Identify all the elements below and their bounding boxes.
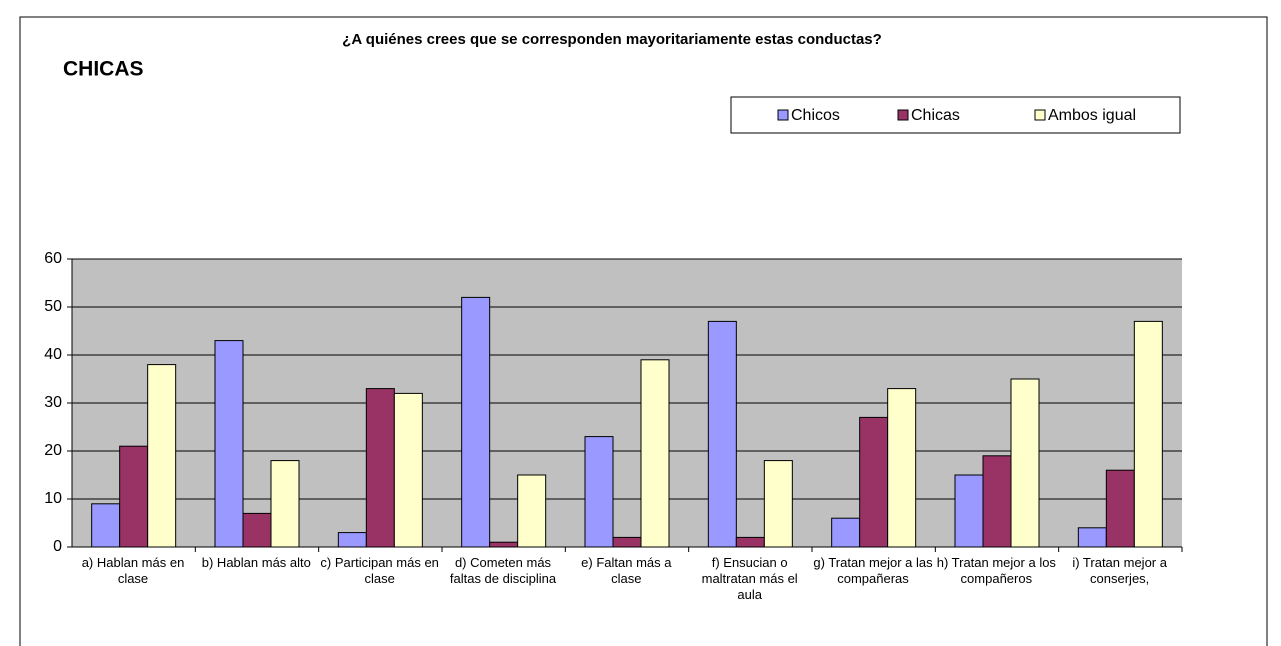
legend-box bbox=[730, 96, 1181, 134]
x-tick-label: i) Tratan mejor a conserjes, bbox=[1072, 555, 1167, 586]
bar bbox=[489, 541, 519, 548]
chart-subtitle: CHICAS bbox=[63, 58, 144, 81]
y-tick-label: 60 bbox=[44, 250, 62, 267]
bar bbox=[91, 503, 121, 548]
bar bbox=[1010, 378, 1040, 548]
bar bbox=[640, 359, 670, 548]
bar bbox=[1077, 527, 1107, 548]
legend-label: Chicos bbox=[791, 107, 840, 124]
x-tick-label: c) Participan más en clase bbox=[320, 555, 439, 586]
x-tick-label: d) Cometen más faltas de disciplina bbox=[449, 555, 557, 586]
y-tick-label: 40 bbox=[44, 346, 62, 363]
y-tick-label: 50 bbox=[44, 298, 62, 315]
legend-swatch bbox=[1034, 109, 1046, 121]
bar bbox=[831, 517, 861, 548]
y-tick-label: 0 bbox=[53, 538, 62, 555]
chart-title: ¿A quiénes crees que se corresponden may… bbox=[342, 31, 882, 48]
bar bbox=[1105, 469, 1135, 548]
legend-swatch bbox=[777, 109, 789, 121]
bar bbox=[735, 536, 765, 548]
bar bbox=[584, 436, 614, 548]
bar bbox=[214, 340, 244, 548]
legend-label: Chicas bbox=[911, 107, 960, 124]
bar bbox=[887, 388, 917, 548]
y-tick-label: 20 bbox=[44, 442, 62, 459]
bar bbox=[707, 320, 737, 548]
bar bbox=[612, 536, 642, 548]
bar bbox=[954, 474, 984, 548]
bar bbox=[517, 474, 547, 548]
x-tick-label: h) Tratan mejor a los compañeros bbox=[936, 555, 1056, 586]
legend-label: Ambos igual bbox=[1048, 107, 1136, 124]
y-tick-label: 30 bbox=[44, 394, 62, 411]
bar bbox=[461, 296, 491, 548]
x-tick-label: f) Ensucian o maltratan más el aula bbox=[701, 555, 798, 602]
x-tick-label: b) Hablan más alto bbox=[201, 555, 311, 570]
bar bbox=[859, 416, 889, 548]
bar bbox=[365, 388, 395, 548]
legend-swatch bbox=[897, 109, 909, 121]
bar bbox=[982, 455, 1012, 548]
bar bbox=[119, 445, 149, 548]
bar bbox=[242, 512, 272, 548]
x-tick-label: e) Faltan más a clase bbox=[581, 555, 672, 586]
bar bbox=[337, 532, 367, 548]
bar bbox=[763, 460, 793, 548]
x-tick-label: a) Hablan más en clase bbox=[81, 555, 185, 586]
bar bbox=[270, 460, 300, 548]
x-tick-label: g) Tratan mejor a las compañeras bbox=[813, 555, 933, 586]
bar bbox=[147, 364, 177, 548]
y-tick-label: 10 bbox=[44, 490, 62, 507]
bar bbox=[1133, 320, 1163, 548]
bar bbox=[393, 392, 423, 548]
